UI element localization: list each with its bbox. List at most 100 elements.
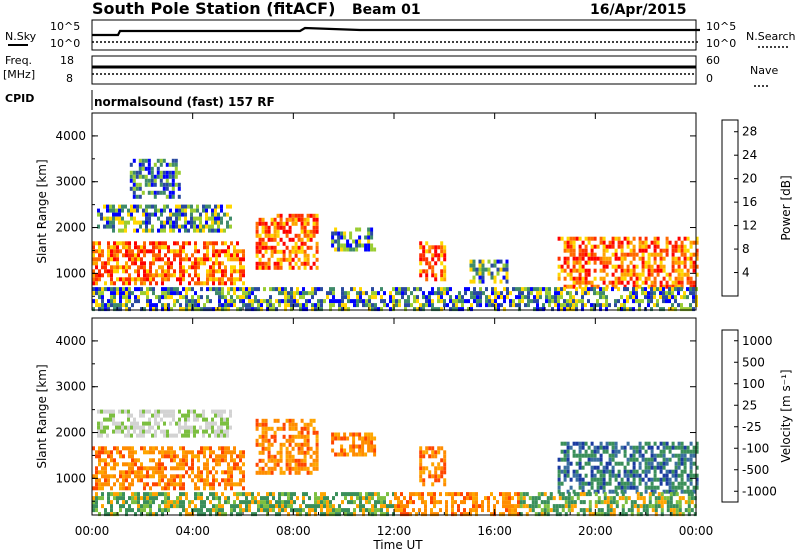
data-cell	[358, 452, 362, 457]
data-cell	[332, 287, 335, 292]
data-cell	[317, 504, 320, 509]
data-cell	[127, 212, 130, 217]
data-cell	[680, 457, 684, 462]
data-cell	[95, 299, 98, 304]
data-cell	[440, 261, 444, 266]
data-cell	[606, 512, 610, 517]
data-cell	[184, 429, 187, 434]
data-cell	[294, 462, 298, 467]
data-cell	[137, 458, 140, 463]
data-cell	[125, 287, 128, 292]
data-cell	[567, 492, 571, 497]
data-cell	[270, 217, 274, 222]
data-cell	[683, 236, 687, 241]
data-cell	[140, 261, 143, 266]
data-cell	[279, 466, 283, 471]
data-cell	[233, 303, 236, 308]
data-cell	[224, 512, 227, 517]
data-cell	[170, 482, 173, 487]
data-cell	[121, 204, 124, 209]
data-cell	[203, 253, 206, 258]
x-tick-label: 00:00	[679, 524, 714, 538]
data-cell	[563, 260, 567, 265]
data-cell	[179, 307, 182, 312]
data-cell	[171, 162, 175, 167]
data-cell	[162, 182, 166, 187]
data-cell	[597, 512, 601, 517]
data-cell	[677, 272, 681, 277]
data-cell	[128, 241, 131, 246]
data-cell	[340, 243, 344, 248]
data-cell	[332, 303, 335, 308]
data-cell	[485, 303, 488, 308]
data-cell	[300, 221, 304, 226]
data-cell	[343, 235, 347, 240]
data-cell	[608, 457, 612, 462]
data-cell	[440, 291, 443, 296]
data-cell	[443, 245, 447, 250]
data-cell	[681, 512, 685, 517]
data-cell	[543, 504, 547, 509]
data-cell	[161, 257, 164, 262]
data-cell	[270, 237, 274, 242]
data-cell	[632, 291, 635, 296]
data-cell	[148, 425, 151, 430]
data-cell	[154, 429, 157, 434]
data-cell	[282, 241, 286, 246]
data-cell	[149, 466, 152, 471]
data-cell	[623, 284, 627, 289]
data-cell	[365, 500, 368, 505]
data-cell	[478, 279, 482, 284]
data-cell	[693, 512, 697, 517]
data-cell	[106, 224, 109, 229]
data-cell	[656, 244, 660, 249]
data-cell	[209, 307, 212, 312]
data-cell	[311, 291, 314, 296]
data-cell	[641, 240, 645, 245]
data-cell	[692, 461, 696, 466]
data-cell	[300, 466, 304, 471]
data-cell	[635, 280, 639, 285]
data-cell	[560, 307, 563, 312]
data-cell	[449, 307, 452, 312]
data-cell	[254, 299, 257, 304]
data-cell	[605, 256, 609, 261]
data-cell	[430, 492, 433, 497]
data-cell	[116, 249, 119, 254]
data-cell	[208, 433, 211, 438]
data-cell	[424, 512, 427, 517]
data-cell	[143, 277, 146, 282]
data-cell	[647, 252, 651, 257]
data-cell	[543, 508, 547, 513]
data-cell	[346, 239, 350, 244]
data-cell	[122, 241, 125, 246]
data-cell	[454, 500, 457, 505]
noise-right-tick-bottom: 10^0	[706, 37, 736, 50]
data-cell	[638, 481, 642, 486]
data-cell	[430, 512, 433, 517]
data-cell	[684, 508, 688, 513]
data-cell	[143, 504, 146, 509]
data-cell	[364, 235, 368, 240]
data-cell	[626, 240, 630, 245]
data-cell	[629, 276, 633, 281]
data-cell	[226, 421, 229, 426]
data-cell	[578, 477, 582, 482]
data-cell	[569, 485, 573, 490]
data-cell	[116, 450, 119, 455]
data-cell	[185, 257, 188, 262]
data-cell	[119, 508, 122, 513]
data-cell	[261, 261, 265, 266]
data-cell	[686, 477, 690, 482]
data-cell	[191, 287, 194, 292]
data-cell	[572, 240, 576, 245]
data-cell	[581, 465, 585, 470]
data-cell	[415, 492, 418, 497]
data-cell	[587, 489, 591, 494]
data-cell	[164, 287, 167, 292]
data-cell	[95, 500, 98, 505]
data-cell	[171, 190, 175, 195]
data-cell	[135, 186, 139, 191]
data-cell	[125, 253, 128, 258]
